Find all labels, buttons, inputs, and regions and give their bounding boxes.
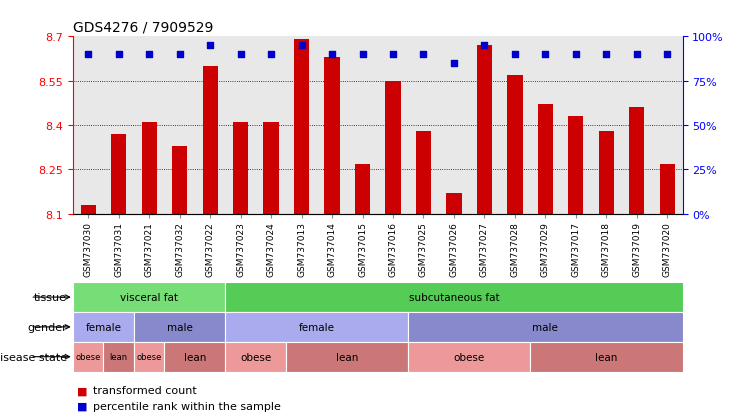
Bar bbox=[294, 40, 310, 214]
Bar bbox=[134, 342, 164, 372]
Point bbox=[509, 52, 520, 58]
Text: transformed count: transformed count bbox=[93, 385, 197, 395]
Bar bbox=[73, 312, 134, 342]
Text: percentile rank within the sample: percentile rank within the sample bbox=[93, 401, 281, 411]
Text: lean: lean bbox=[595, 352, 618, 362]
Bar bbox=[599, 132, 614, 214]
Text: GDS4276 / 7909529: GDS4276 / 7909529 bbox=[73, 21, 213, 35]
Text: ■: ■ bbox=[77, 401, 87, 411]
Bar bbox=[142, 123, 157, 214]
Point bbox=[418, 52, 429, 58]
Bar bbox=[408, 312, 683, 342]
Text: obese: obese bbox=[137, 352, 162, 361]
Text: obese: obese bbox=[453, 352, 485, 362]
Text: female: female bbox=[85, 322, 121, 332]
Point bbox=[479, 43, 491, 49]
Bar bbox=[73, 282, 226, 312]
Bar bbox=[507, 76, 523, 214]
Bar bbox=[538, 105, 553, 214]
Bar bbox=[226, 282, 683, 312]
Bar bbox=[73, 342, 104, 372]
Point bbox=[265, 52, 277, 58]
Bar bbox=[416, 132, 431, 214]
Text: lean: lean bbox=[336, 352, 358, 362]
Text: female: female bbox=[299, 322, 335, 332]
Point bbox=[326, 52, 338, 58]
Point bbox=[448, 60, 460, 67]
Point bbox=[143, 52, 155, 58]
Point bbox=[204, 43, 216, 49]
Bar bbox=[568, 117, 583, 214]
Text: male: male bbox=[532, 322, 558, 332]
Bar bbox=[446, 194, 461, 214]
Bar bbox=[629, 108, 645, 214]
Bar bbox=[355, 164, 370, 214]
Text: gender: gender bbox=[27, 322, 67, 332]
Point bbox=[631, 52, 642, 58]
Bar bbox=[172, 147, 188, 214]
Bar bbox=[226, 342, 286, 372]
Bar bbox=[530, 342, 683, 372]
Point bbox=[539, 52, 551, 58]
Point bbox=[661, 52, 673, 58]
Text: obese: obese bbox=[240, 352, 272, 362]
Point bbox=[357, 52, 369, 58]
Text: ■: ■ bbox=[77, 385, 87, 395]
Text: visceral fat: visceral fat bbox=[120, 292, 178, 302]
Bar bbox=[408, 342, 530, 372]
Text: lean: lean bbox=[184, 352, 206, 362]
Point bbox=[174, 52, 185, 58]
Bar bbox=[286, 342, 408, 372]
Bar bbox=[264, 123, 279, 214]
Bar bbox=[111, 135, 126, 214]
Point bbox=[601, 52, 612, 58]
Point bbox=[82, 52, 94, 58]
Point bbox=[570, 52, 582, 58]
Text: disease state: disease state bbox=[0, 352, 67, 362]
Text: obese: obese bbox=[75, 352, 101, 361]
Point bbox=[235, 52, 247, 58]
Bar bbox=[324, 58, 339, 214]
Text: tissue: tissue bbox=[34, 292, 67, 302]
Point bbox=[387, 52, 399, 58]
Point bbox=[113, 52, 125, 58]
Bar bbox=[660, 164, 675, 214]
Bar bbox=[202, 66, 218, 214]
Text: male: male bbox=[166, 322, 193, 332]
Bar bbox=[134, 312, 226, 342]
Point bbox=[296, 43, 307, 49]
Bar bbox=[164, 342, 226, 372]
Bar bbox=[226, 312, 408, 342]
Bar bbox=[385, 81, 401, 214]
Bar bbox=[233, 123, 248, 214]
Text: subcutaneous fat: subcutaneous fat bbox=[409, 292, 499, 302]
Bar bbox=[477, 46, 492, 214]
Text: lean: lean bbox=[110, 352, 128, 361]
Bar bbox=[104, 342, 134, 372]
Bar bbox=[80, 206, 96, 214]
